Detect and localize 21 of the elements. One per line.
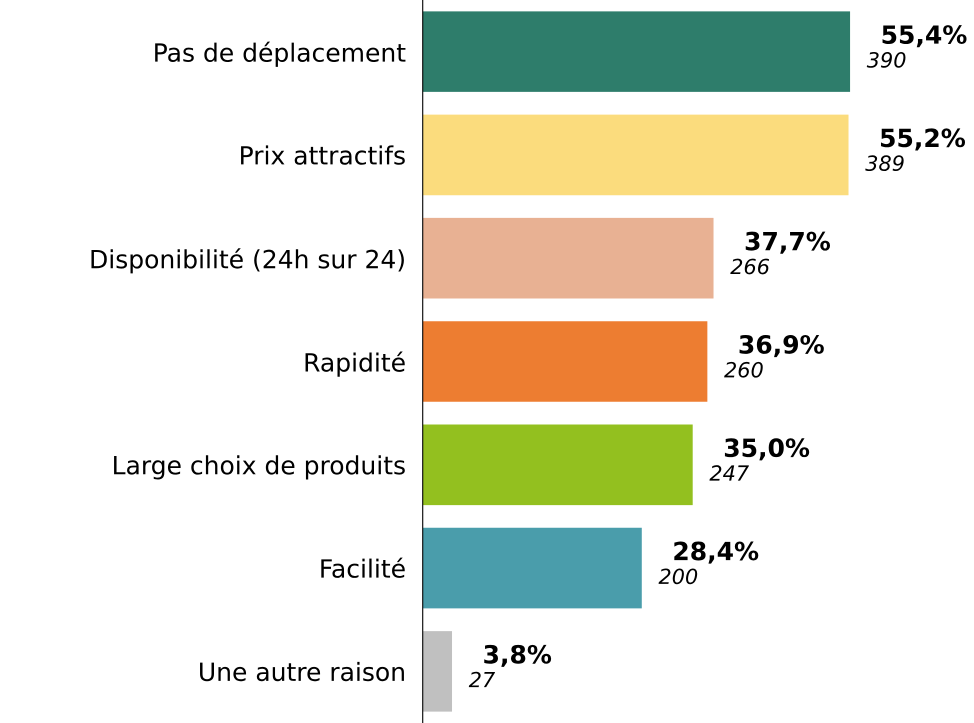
- data-label: 36,9% 260: [724, 334, 824, 378]
- y-tick-label: Rapidité: [306, 352, 405, 377]
- y-tick-label: Pas de déplacement: [155, 42, 406, 67]
- bar: [422, 631, 452, 712]
- y-tick-label: Facilité: [321, 558, 405, 578]
- data-label: 55,2% 389: [865, 128, 966, 172]
- y-tick-label: Une autre raison: [200, 662, 404, 682]
- y-tick-label: Prix attractifs: [241, 145, 405, 165]
- y-tick-label: Large choix de produits: [114, 455, 405, 480]
- data-label: 3,8% 27: [468, 644, 552, 688]
- bar: [422, 528, 642, 608]
- bar: [422, 321, 708, 402]
- data-label: 35,0% 247: [709, 438, 810, 481]
- bar: [422, 11, 850, 92]
- data-label: 37,7% 266: [730, 232, 830, 274]
- data-label: 55,4% 390: [866, 25, 967, 68]
- bar: [422, 218, 714, 298]
- data-label: 28,4% 200: [658, 542, 758, 584]
- bar: [422, 424, 693, 506]
- y-tick-label: Disponibilité (24h sur 24): [91, 248, 404, 274]
- bar: [422, 114, 849, 196]
